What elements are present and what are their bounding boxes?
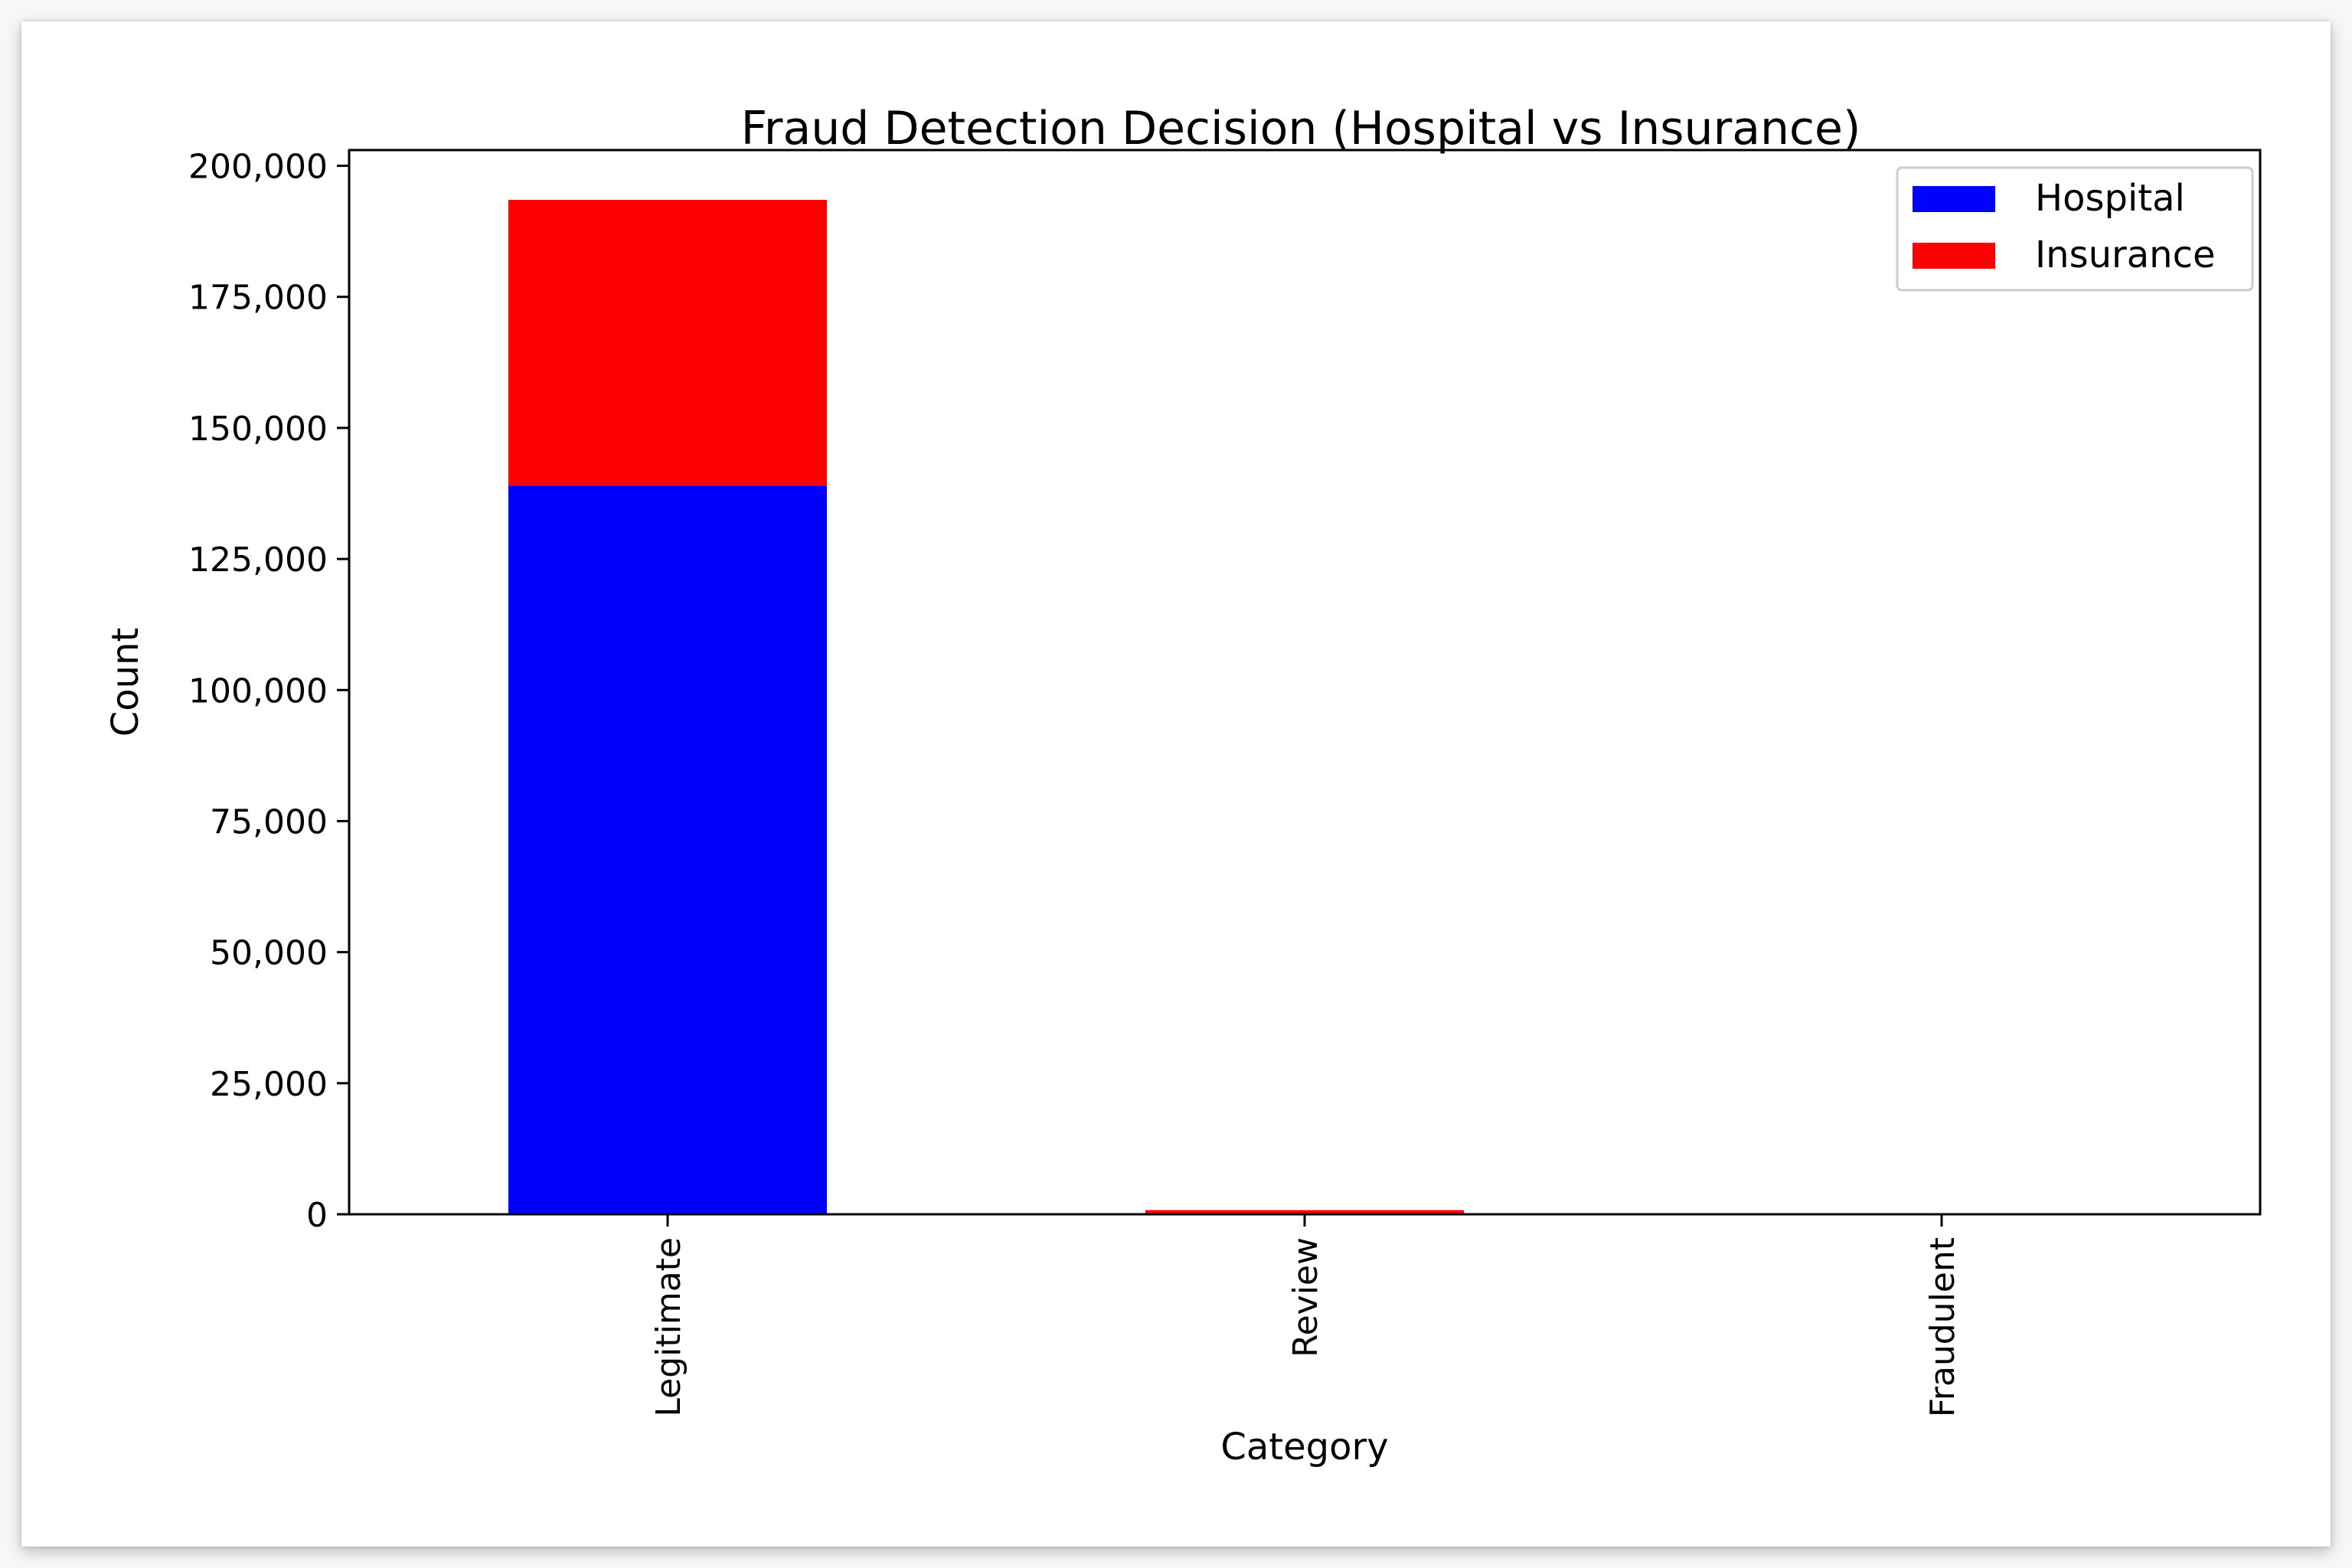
y-tick-label: 25,000 <box>210 1065 328 1104</box>
y-tick-label: 100,000 <box>188 671 328 710</box>
x-tick-label-fraudulent: Fraudulent <box>1923 1237 1962 1417</box>
x-tick-label-review: Review <box>1286 1237 1325 1357</box>
y-tick-label: 50,000 <box>210 934 328 973</box>
legend: Hospital Insurance <box>1896 166 2254 292</box>
x-axis-label: Category <box>1220 1426 1388 1468</box>
y-tick-label: 175,000 <box>188 279 328 318</box>
x-tick-label-legitimate: Legitimate <box>649 1237 688 1417</box>
y-tick-label: 150,000 <box>188 410 328 449</box>
legend-label-insurance: Insurance <box>2035 234 2216 276</box>
chart: Fraud Detection Decision (Hospital vs In… <box>104 102 2262 1468</box>
legend-swatch-insurance <box>1913 243 1995 269</box>
y-tick-label: 0 <box>306 1196 328 1235</box>
bar-legitimate-hospital <box>508 485 827 1214</box>
x-axis: Legitimate Review Fraudulent <box>649 1214 1962 1417</box>
y-axis: 0 25,000 50,000 75,000 100,000 125,000 150,000… <box>188 148 349 1235</box>
y-tick-label: 200,000 <box>188 148 328 187</box>
y-tick-label: 125,000 <box>188 541 328 580</box>
y-axis-label: Count <box>104 628 147 737</box>
chart-card: Fraud Detection Decision (Hospital vs In… <box>21 21 2331 1547</box>
bar-review-insurance <box>1145 1210 1464 1214</box>
legend-swatch-hospital <box>1913 186 1995 212</box>
chart-title: Fraud Detection Decision (Hospital vs In… <box>741 102 1861 155</box>
y-tick-label: 75,000 <box>210 802 328 841</box>
bars <box>508 200 1464 1214</box>
legend-label-hospital: Hospital <box>2035 177 2185 220</box>
bar-legitimate-insurance <box>508 200 827 486</box>
